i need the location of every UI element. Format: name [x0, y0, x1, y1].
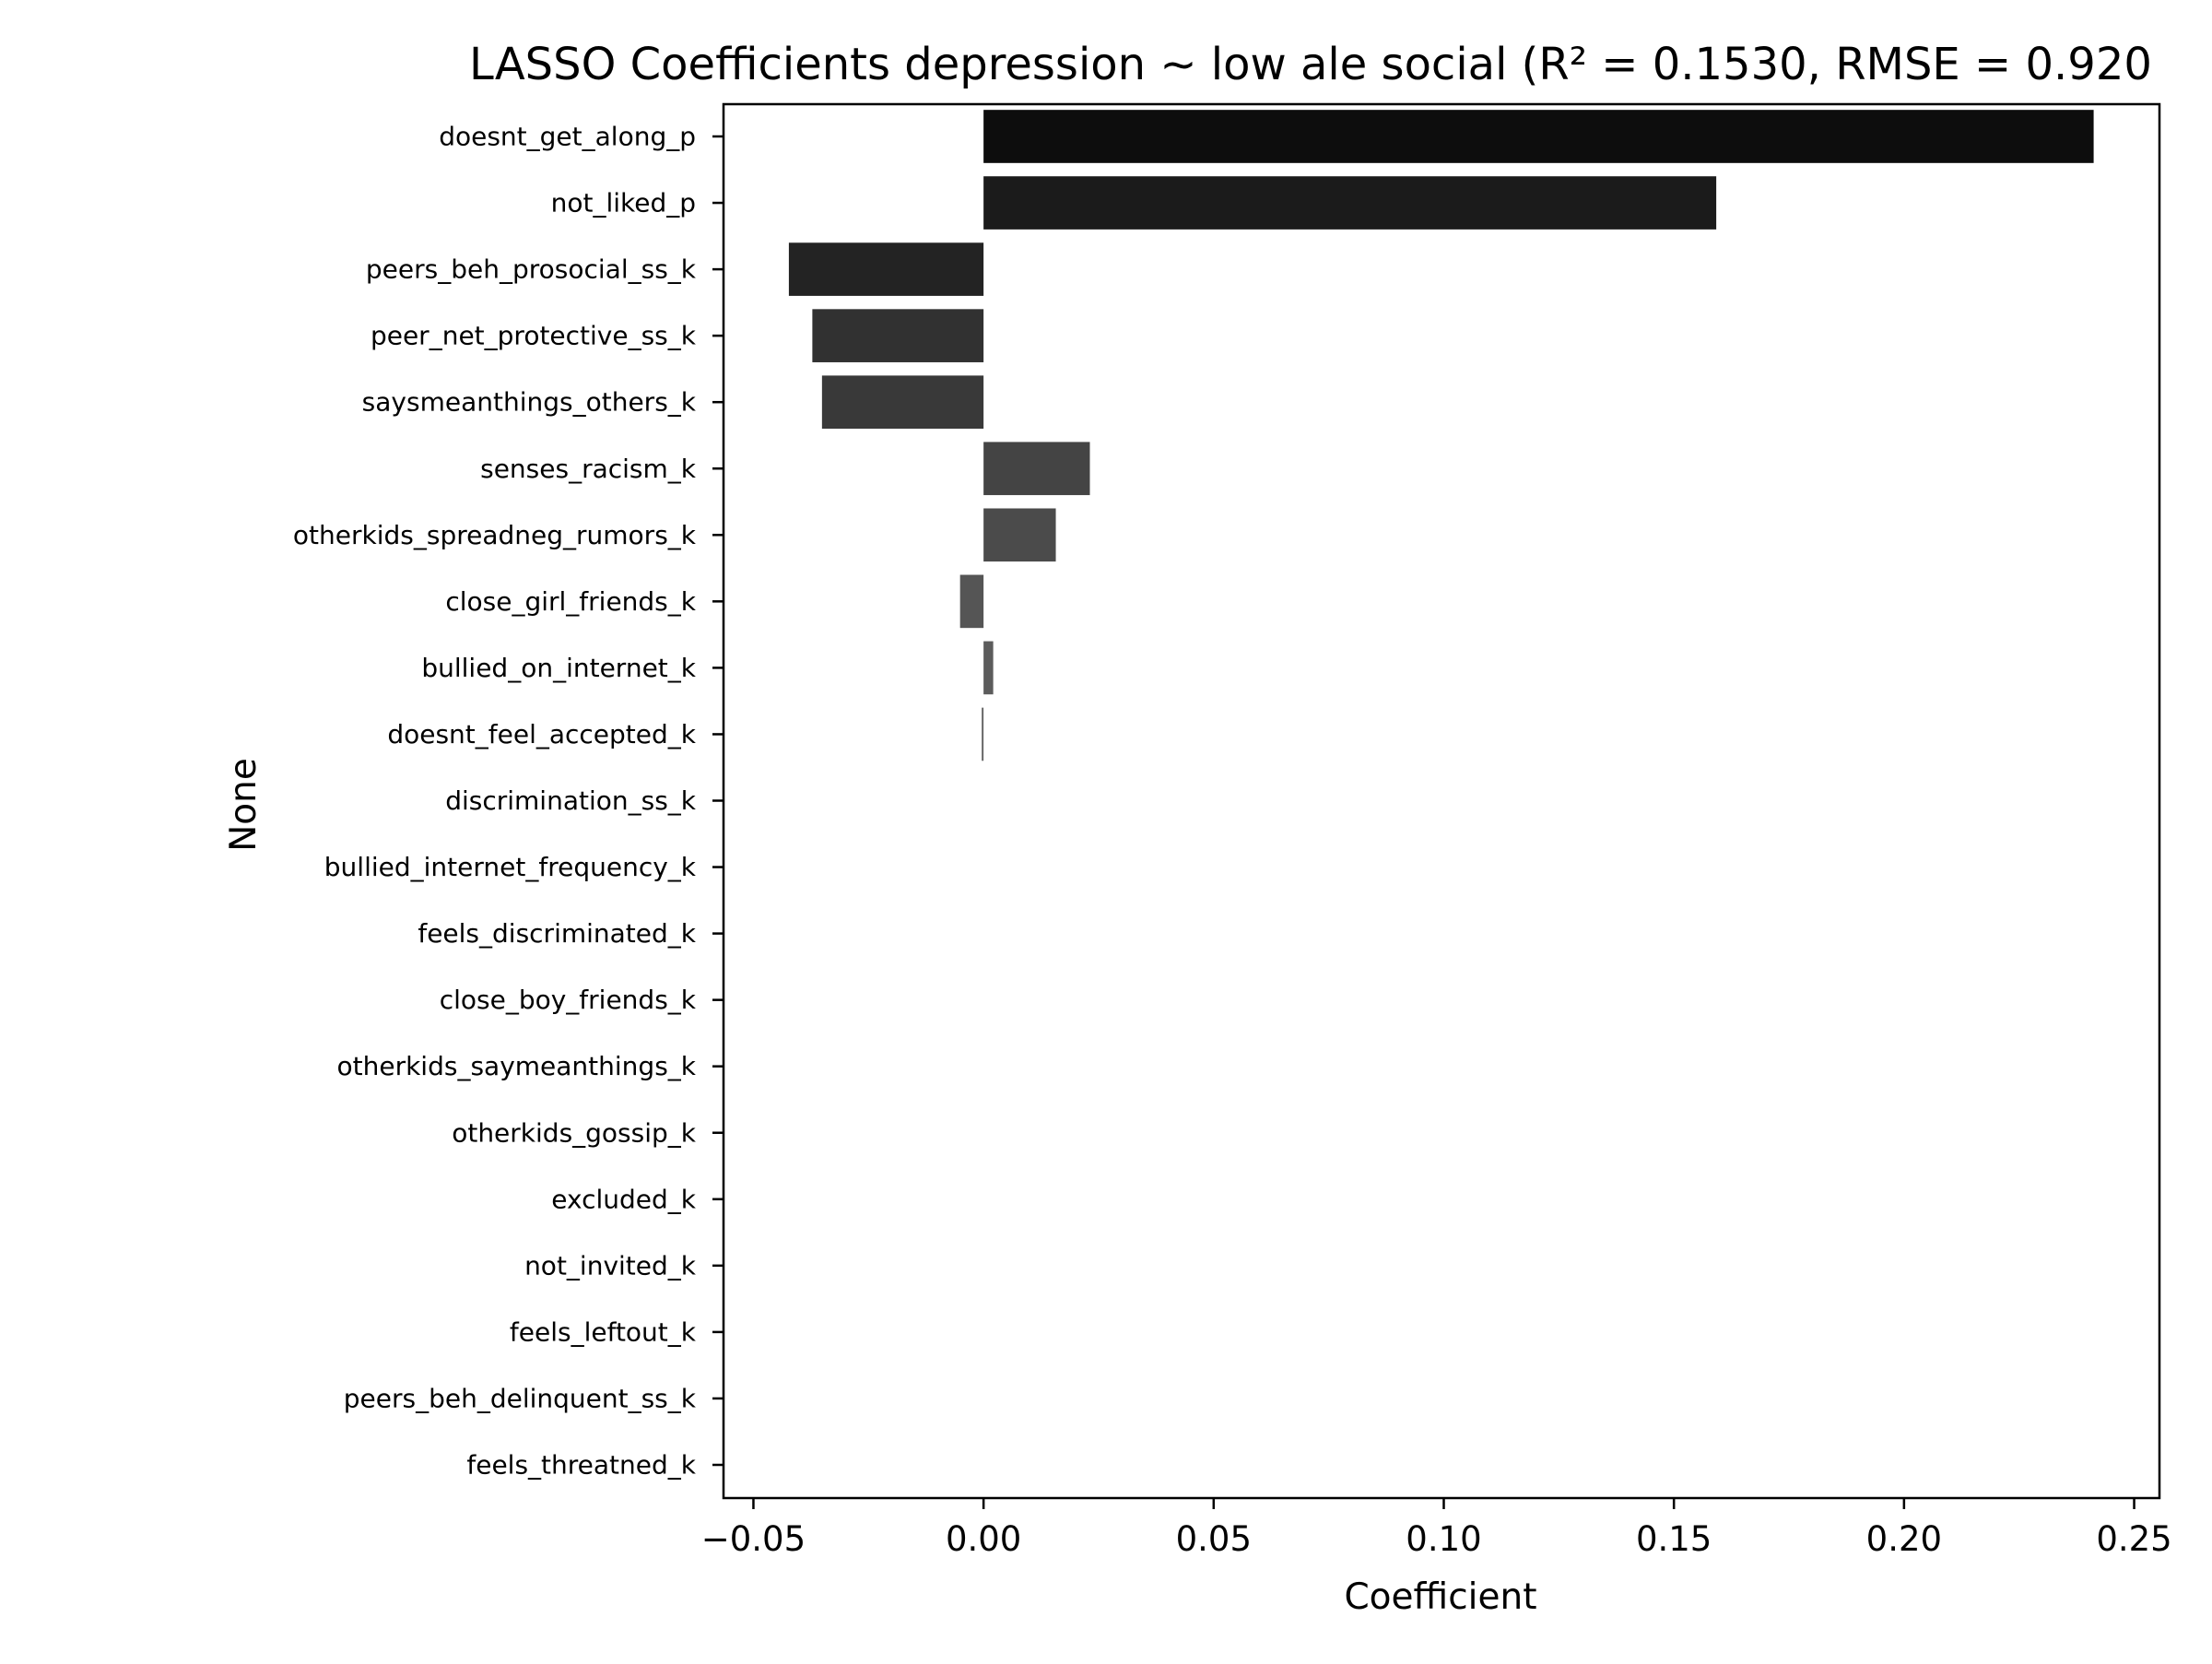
- y-tick-label: otherkids_saymeanthings_k: [337, 1051, 697, 1081]
- y-tick-label: senses_racism_k: [480, 454, 697, 484]
- x-tick-label: 0.20: [1866, 1519, 1942, 1559]
- bar-peers_beh_prosocial_ss_k: [788, 242, 984, 296]
- x-tick-label: 0.05: [1176, 1519, 1252, 1559]
- y-tick-label: doesnt_get_along_p: [439, 122, 696, 152]
- y-tick-label: saysmeanthings_others_k: [362, 387, 697, 418]
- y-tick-label: close_girl_friends_k: [445, 586, 696, 617]
- bar-doesnt_get_along_p: [983, 110, 2094, 163]
- y-tick-label: peers_beh_delinquent_ss_k: [344, 1383, 697, 1413]
- x-tick-label: 0.15: [1636, 1519, 1712, 1559]
- y-tick-label: close_boy_friends_k: [440, 985, 697, 1015]
- y-tick-label: feels_leftout_k: [510, 1316, 697, 1347]
- y-tick-label: not_liked_p: [551, 188, 696, 218]
- y-tick-label: bullied_internet_frequency_k: [324, 852, 697, 882]
- x-axis: −0.05 0.00 0.05 0.10 0.15 0.20 0.25: [701, 1498, 2172, 1559]
- bar-close_girl_friends_k: [959, 574, 984, 629]
- y-axis-label: None: [223, 758, 265, 852]
- y-tick-label: otherkids_gossip_k: [452, 1117, 697, 1148]
- y-tick-label: doesnt_feel_accepted_k: [387, 719, 696, 749]
- y-axis: doesnt_get_along_p not_liked_p peers_beh_p…: [293, 122, 724, 1481]
- x-tick-label: 0.00: [946, 1519, 1021, 1559]
- y-tick-label: feels_discriminated_k: [418, 918, 696, 949]
- bar-senses_racism_k: [983, 442, 1090, 496]
- x-tick-label: −0.05: [701, 1519, 806, 1559]
- bar-bullied_on_internet_k: [983, 641, 994, 695]
- y-tick-label: peer_net_protective_ss_k: [371, 321, 697, 351]
- chart-title: LASSO Coefficients depression ~ low ale …: [469, 39, 2152, 90]
- bar-doesnt_feel_accepted_k: [982, 707, 984, 761]
- y-tick-label: excluded_k: [551, 1184, 697, 1214]
- bars-layer: [788, 110, 2094, 761]
- x-tick-label: 0.25: [2096, 1519, 2171, 1559]
- y-tick-label: bullied_on_internet_k: [421, 653, 696, 683]
- x-axis-label: Coefficient: [1344, 1576, 1536, 1618]
- y-tick-label: discrimination_ss_k: [445, 785, 697, 816]
- y-tick-label: peers_beh_prosocial_ss_k: [366, 254, 697, 285]
- x-tick-label: 0.10: [1406, 1519, 1481, 1559]
- bar-not_liked_p: [983, 176, 1717, 230]
- y-tick-label: feels_threatned_k: [466, 1450, 696, 1481]
- bar-saysmeanthings_others_k: [821, 375, 984, 430]
- bar-peer_net_protective_ss_k: [812, 309, 984, 362]
- bar-otherkids_spreadneg_rumors_k: [983, 508, 1056, 562]
- y-tick-label: not_invited_k: [524, 1250, 697, 1280]
- y-tick-label: otherkids_spreadneg_rumors_k: [293, 520, 697, 550]
